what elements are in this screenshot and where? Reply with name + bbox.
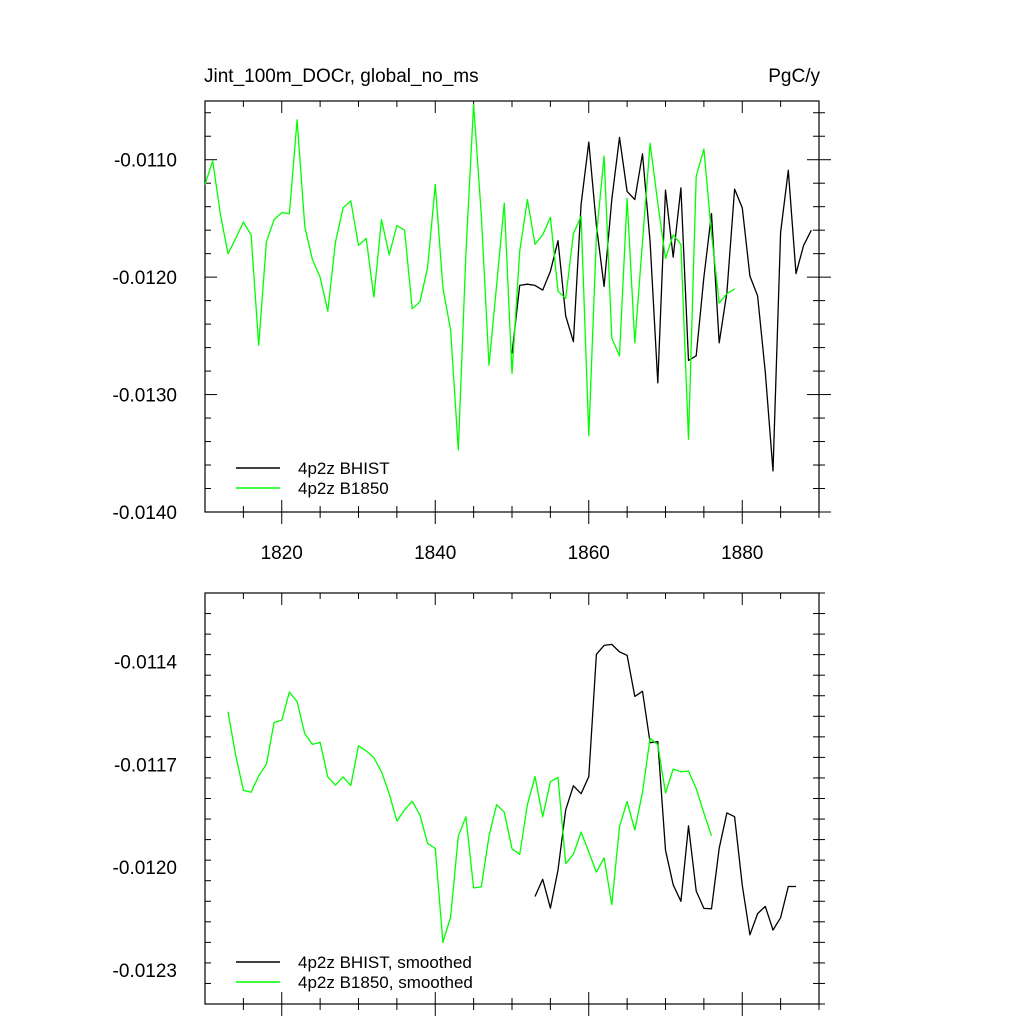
x-tick-label: 1820: [261, 543, 303, 564]
legend-label: 4p2z BHIST, smoothed: [298, 953, 472, 972]
y-tick-label: -0.0130: [113, 386, 177, 407]
legend-label: 4p2z B1850, smoothed: [298, 973, 473, 992]
bottom-plot-frame: [204, 592, 820, 1005]
top-axis-tick-labels: 1820 1840 1860 1880 -0.0110 -0.0120 -0.0130 -0.…: [113, 151, 764, 564]
series-line: [227, 691, 713, 944]
x-tick-label: 1880: [721, 543, 763, 564]
series-line: [534, 643, 796, 936]
x-tick-label: 1860: [568, 543, 610, 564]
top-plot-frame: [204, 100, 820, 513]
y-tick-label: -0.0117: [114, 755, 177, 776]
y-tick-label: -0.0120: [113, 858, 177, 879]
series-line: [204, 103, 735, 451]
bottom-axis-tick-labels: -0.0114 -0.0117 -0.0120 -0.0123: [113, 653, 178, 982]
x-tick-label: 1840: [414, 543, 456, 564]
y-tick-label: -0.0110: [114, 151, 177, 172]
legend-label: 4p2z BHIST: [298, 459, 390, 478]
y-tick-label: -0.0120: [113, 268, 177, 289]
series-line: [511, 136, 812, 472]
y-tick-label: -0.0114: [114, 653, 177, 674]
bottom-axis-ticks: [205, 592, 825, 1016]
top-series-lines: [204, 103, 812, 472]
top-axis-ticks: [205, 101, 831, 524]
y-tick-label: -0.0123: [113, 961, 177, 982]
legend-label: 4p2z B1850: [298, 479, 389, 498]
y-tick-label: -0.0140: [113, 503, 177, 524]
units-label: PgC/y: [768, 66, 820, 87]
chart-title: Jint_100m_DOCr, global_no_ms: [204, 66, 479, 87]
bottom-series-lines: [227, 643, 796, 944]
